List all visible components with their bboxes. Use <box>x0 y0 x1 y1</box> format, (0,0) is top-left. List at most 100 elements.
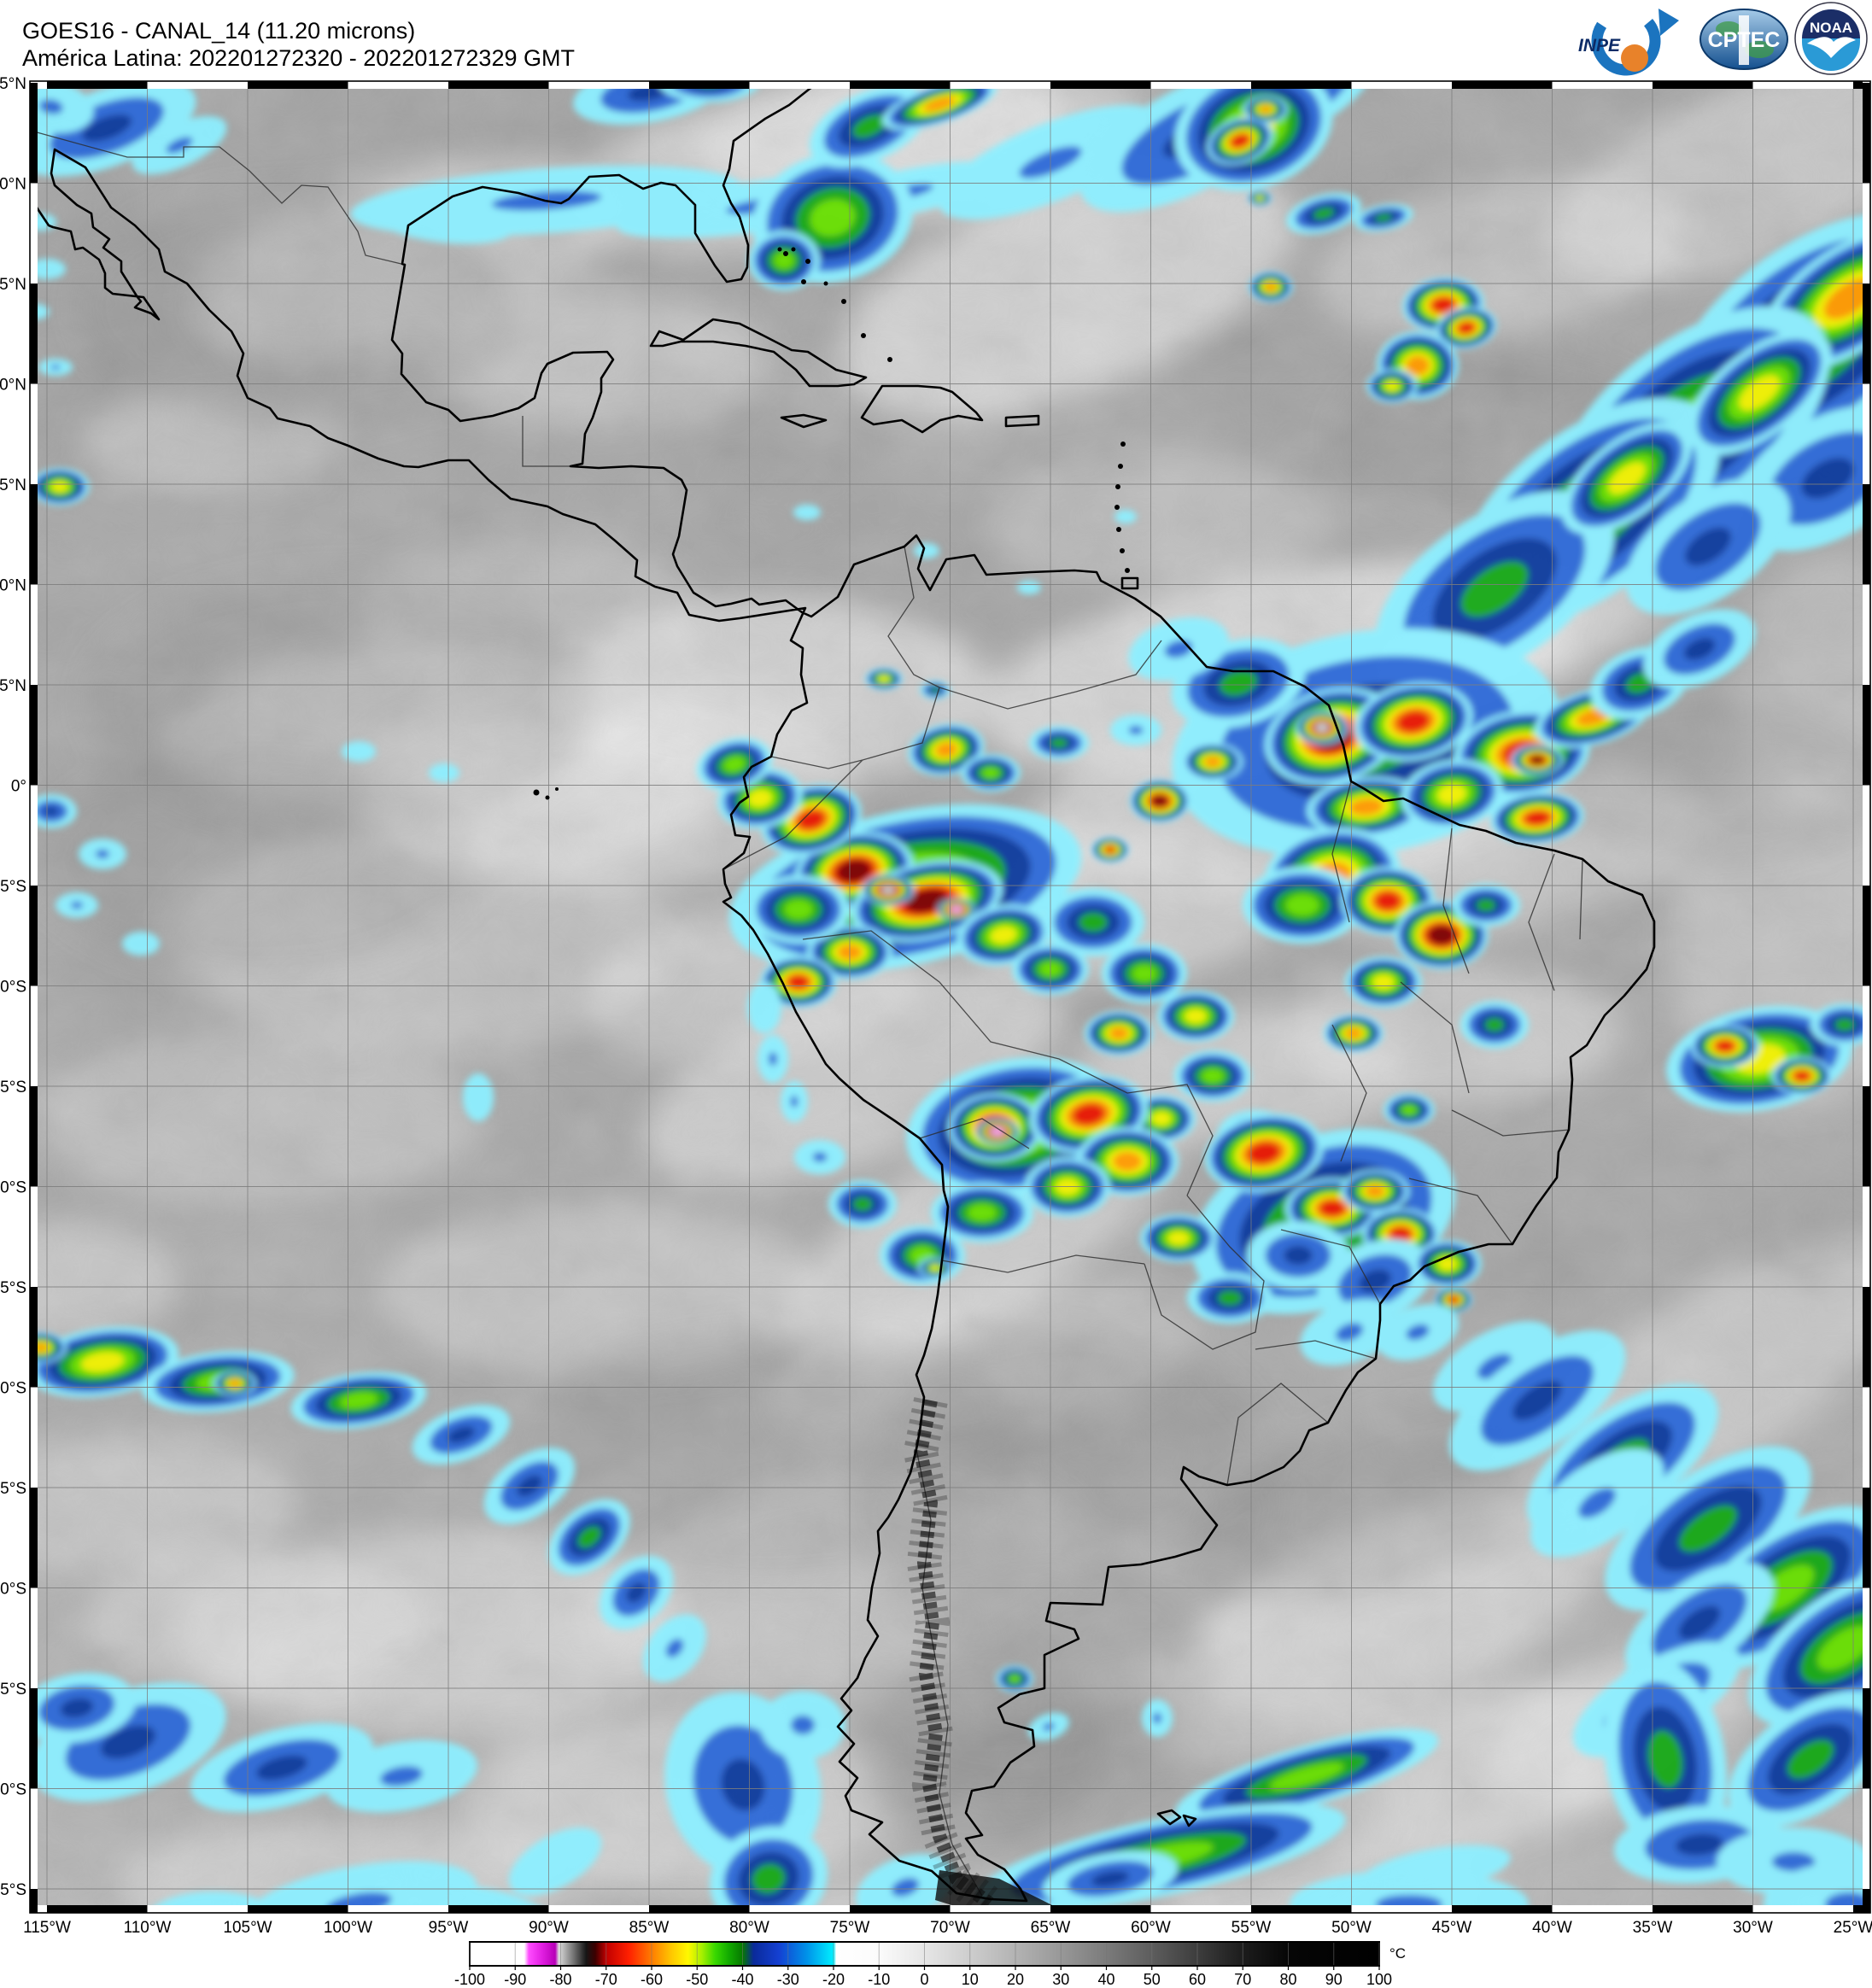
frame-tick-right <box>1863 1788 1870 1889</box>
frame-tick-right <box>1863 1587 1870 1688</box>
frame-tick-right <box>1863 1889 1870 1913</box>
longitude-label: 45°W <box>1432 1919 1472 1937</box>
frame-tick-right <box>1863 83 1870 184</box>
latitude-label: 45°S <box>0 1681 26 1699</box>
frame-tick-bottom <box>448 1905 549 1913</box>
axis-labels: 35°N 30°N 25°N 20°N 15°N 10°N 5°N 0° 5°S 10°S 15°S… <box>0 75 1872 1937</box>
frame-tick-left <box>30 1287 38 1388</box>
storm-cell <box>290 1371 427 1430</box>
inpe-arrow-icon <box>1658 9 1679 36</box>
storm-cell <box>1076 1127 1179 1196</box>
temperature-colorbar: -100 -90 -80 -70 -60 -50 -40 -30 -20 -10 0 10 20 30 40… <box>454 1941 1406 1988</box>
colorbar-tick-label: 80 <box>1279 1971 1296 1988</box>
frame-tick-left <box>30 1488 38 1588</box>
latitude-label: 10°S <box>0 979 26 997</box>
latitude-label: 20°N <box>0 377 26 395</box>
frame-tick-top <box>1150 81 1251 89</box>
cptec-logo-label: CPTEC <box>1708 28 1781 52</box>
latitude-label: 35°N <box>0 75 26 93</box>
storm-cell <box>1114 510 1137 523</box>
longitude-label: 75°W <box>830 1919 870 1937</box>
frame-tick-bottom <box>850 1905 951 1913</box>
storm-cell <box>30 794 77 828</box>
longitude-label: 115°W <box>23 1919 71 1937</box>
colorbar-tick-label: -30 <box>777 1971 799 1988</box>
storm-cell <box>122 932 160 956</box>
latitude-label: 5°S <box>0 878 26 896</box>
frame-tick-right <box>1863 484 1870 585</box>
latitude-label: 30°N <box>0 176 26 194</box>
storm-cell <box>747 982 781 1033</box>
storm-cell <box>30 1332 67 1363</box>
country-borders <box>30 130 1583 1897</box>
colorbar-tick-label: -100 <box>454 1971 485 1988</box>
frame-tick-bottom <box>749 1905 850 1913</box>
frame-tick-top <box>1351 81 1452 89</box>
storm-cell <box>1691 1025 1759 1067</box>
frame-tick-right <box>1863 685 1870 786</box>
storm-enhancement-layer <box>30 81 1870 1913</box>
frame-tick-left <box>30 81 38 83</box>
colorbar-tick-label: -60 <box>641 1971 663 1988</box>
storm-cell <box>1187 1272 1272 1324</box>
product-title: GOES16 - CANAL_14 (11.20 microns) <box>22 18 415 44</box>
storm-cell <box>920 681 951 699</box>
storm-cell <box>1643 609 1756 689</box>
colorbar-tick-label: 50 <box>1144 1971 1161 1988</box>
cptec-logo: CPTEC <box>1699 9 1788 70</box>
storm-cell <box>1772 1057 1832 1095</box>
storm-cell <box>1286 192 1361 235</box>
storm-cell <box>1384 1093 1435 1127</box>
storm-cell <box>1142 1699 1173 1737</box>
colorbar-tick-label: 30 <box>1052 1971 1069 1988</box>
storm-cell <box>1110 715 1161 746</box>
frame-tick-left <box>30 83 38 184</box>
storm-cell <box>828 1180 897 1228</box>
longitude-label: 110°W <box>124 1919 172 1937</box>
frame-tick-right <box>1863 1488 1870 1588</box>
storm-cell <box>643 1614 706 1682</box>
frame-tick-right <box>1863 584 1870 685</box>
frame-tick-top <box>47 81 148 89</box>
longitude-label: 70°W <box>930 1919 970 1937</box>
longitude-label: 105°W <box>223 1919 272 1937</box>
latitude-label: 10°N <box>0 577 26 595</box>
frame-tick-bottom <box>348 1905 448 1913</box>
longitude-label: 95°W <box>429 1919 469 1937</box>
longitude-label: 65°W <box>1031 1919 1071 1937</box>
frame-tick-right <box>1863 1186 1870 1287</box>
colorbar-tick-label: 0 <box>920 1971 928 1988</box>
storm-cell <box>761 784 862 856</box>
frame-tick-top <box>1552 81 1653 89</box>
storm-cell <box>931 1183 1033 1242</box>
storm-cell <box>938 898 975 921</box>
frame-tick-top <box>649 81 750 89</box>
frame-tick-right <box>1863 1688 1870 1789</box>
frame-tick-bottom <box>47 1905 148 1913</box>
storm-cell <box>30 259 66 279</box>
storm-cell <box>1432 1321 1557 1412</box>
frame-tick-left <box>30 1186 38 1287</box>
frame-tick-bottom <box>30 1905 47 1913</box>
storm-cell <box>880 1225 965 1285</box>
colorbar-tick-label: -50 <box>686 1971 708 1988</box>
frame-tick-top <box>850 81 951 89</box>
storm-cell <box>1561 422 1693 535</box>
storm-cell <box>1248 190 1272 206</box>
frame-tick-right <box>1863 81 1870 83</box>
colorbar-tick-label: 100 <box>1366 1971 1392 1988</box>
frame-tick-top <box>1853 81 1870 89</box>
storm-cell <box>956 904 1050 966</box>
storm-cell <box>1174 1050 1251 1102</box>
storm-cell <box>412 1405 511 1465</box>
storm-cell <box>342 741 376 762</box>
frame-tick-right <box>1863 886 1870 986</box>
storm-cell <box>1436 307 1497 349</box>
inpe-logo: INPE <box>1578 6 1679 76</box>
frame-tick-left <box>30 685 38 786</box>
frame-tick-top <box>448 81 549 89</box>
logo-bar: INPE CPTEC NOAA <box>1578 2 1868 76</box>
inpe-orange-dot <box>1621 44 1648 72</box>
colorbar-unit: °C <box>1389 1945 1406 1962</box>
